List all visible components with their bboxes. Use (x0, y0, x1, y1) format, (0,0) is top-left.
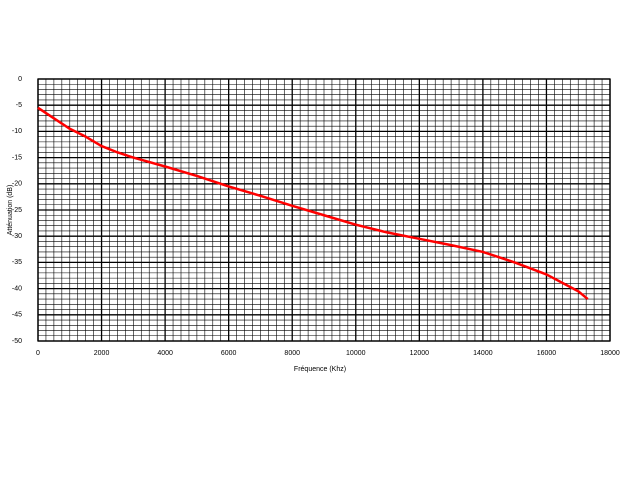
y-tick-label: -35 (12, 259, 22, 266)
y-tick-label: -50 (12, 338, 22, 345)
y-tick-label: -45 (12, 312, 22, 319)
y-tick-label: -15 (12, 154, 22, 161)
y-tick-label: -5 (16, 102, 22, 109)
x-tick-label: 2000 (94, 350, 110, 357)
x-tick-label: 18000 (600, 350, 620, 357)
x-tick-label: 0 (36, 350, 40, 357)
x-tick-label: 6000 (221, 350, 237, 357)
y-tick-label: -10 (12, 128, 22, 135)
x-tick-label: 10000 (346, 350, 366, 357)
y-tick-label: -20 (12, 181, 22, 188)
y-tick-label: -25 (12, 207, 22, 214)
x-tick-label: 8000 (284, 350, 300, 357)
data-line (37, 106, 589, 301)
y-tick-label: 0 (18, 76, 22, 83)
x-tick-label: 4000 (157, 350, 173, 357)
x-tick-label: 14000 (473, 350, 493, 357)
x-axis-label: Fréquence (Khz) (294, 366, 346, 373)
y-tick-label: -40 (12, 285, 22, 292)
x-tick-label: 16000 (537, 350, 557, 357)
x-tick-label: 12000 (410, 350, 430, 357)
plot-frame (37, 78, 611, 342)
y-tick-label: -30 (12, 233, 22, 240)
y-axis-label: Atténuation (dB) (7, 185, 14, 236)
